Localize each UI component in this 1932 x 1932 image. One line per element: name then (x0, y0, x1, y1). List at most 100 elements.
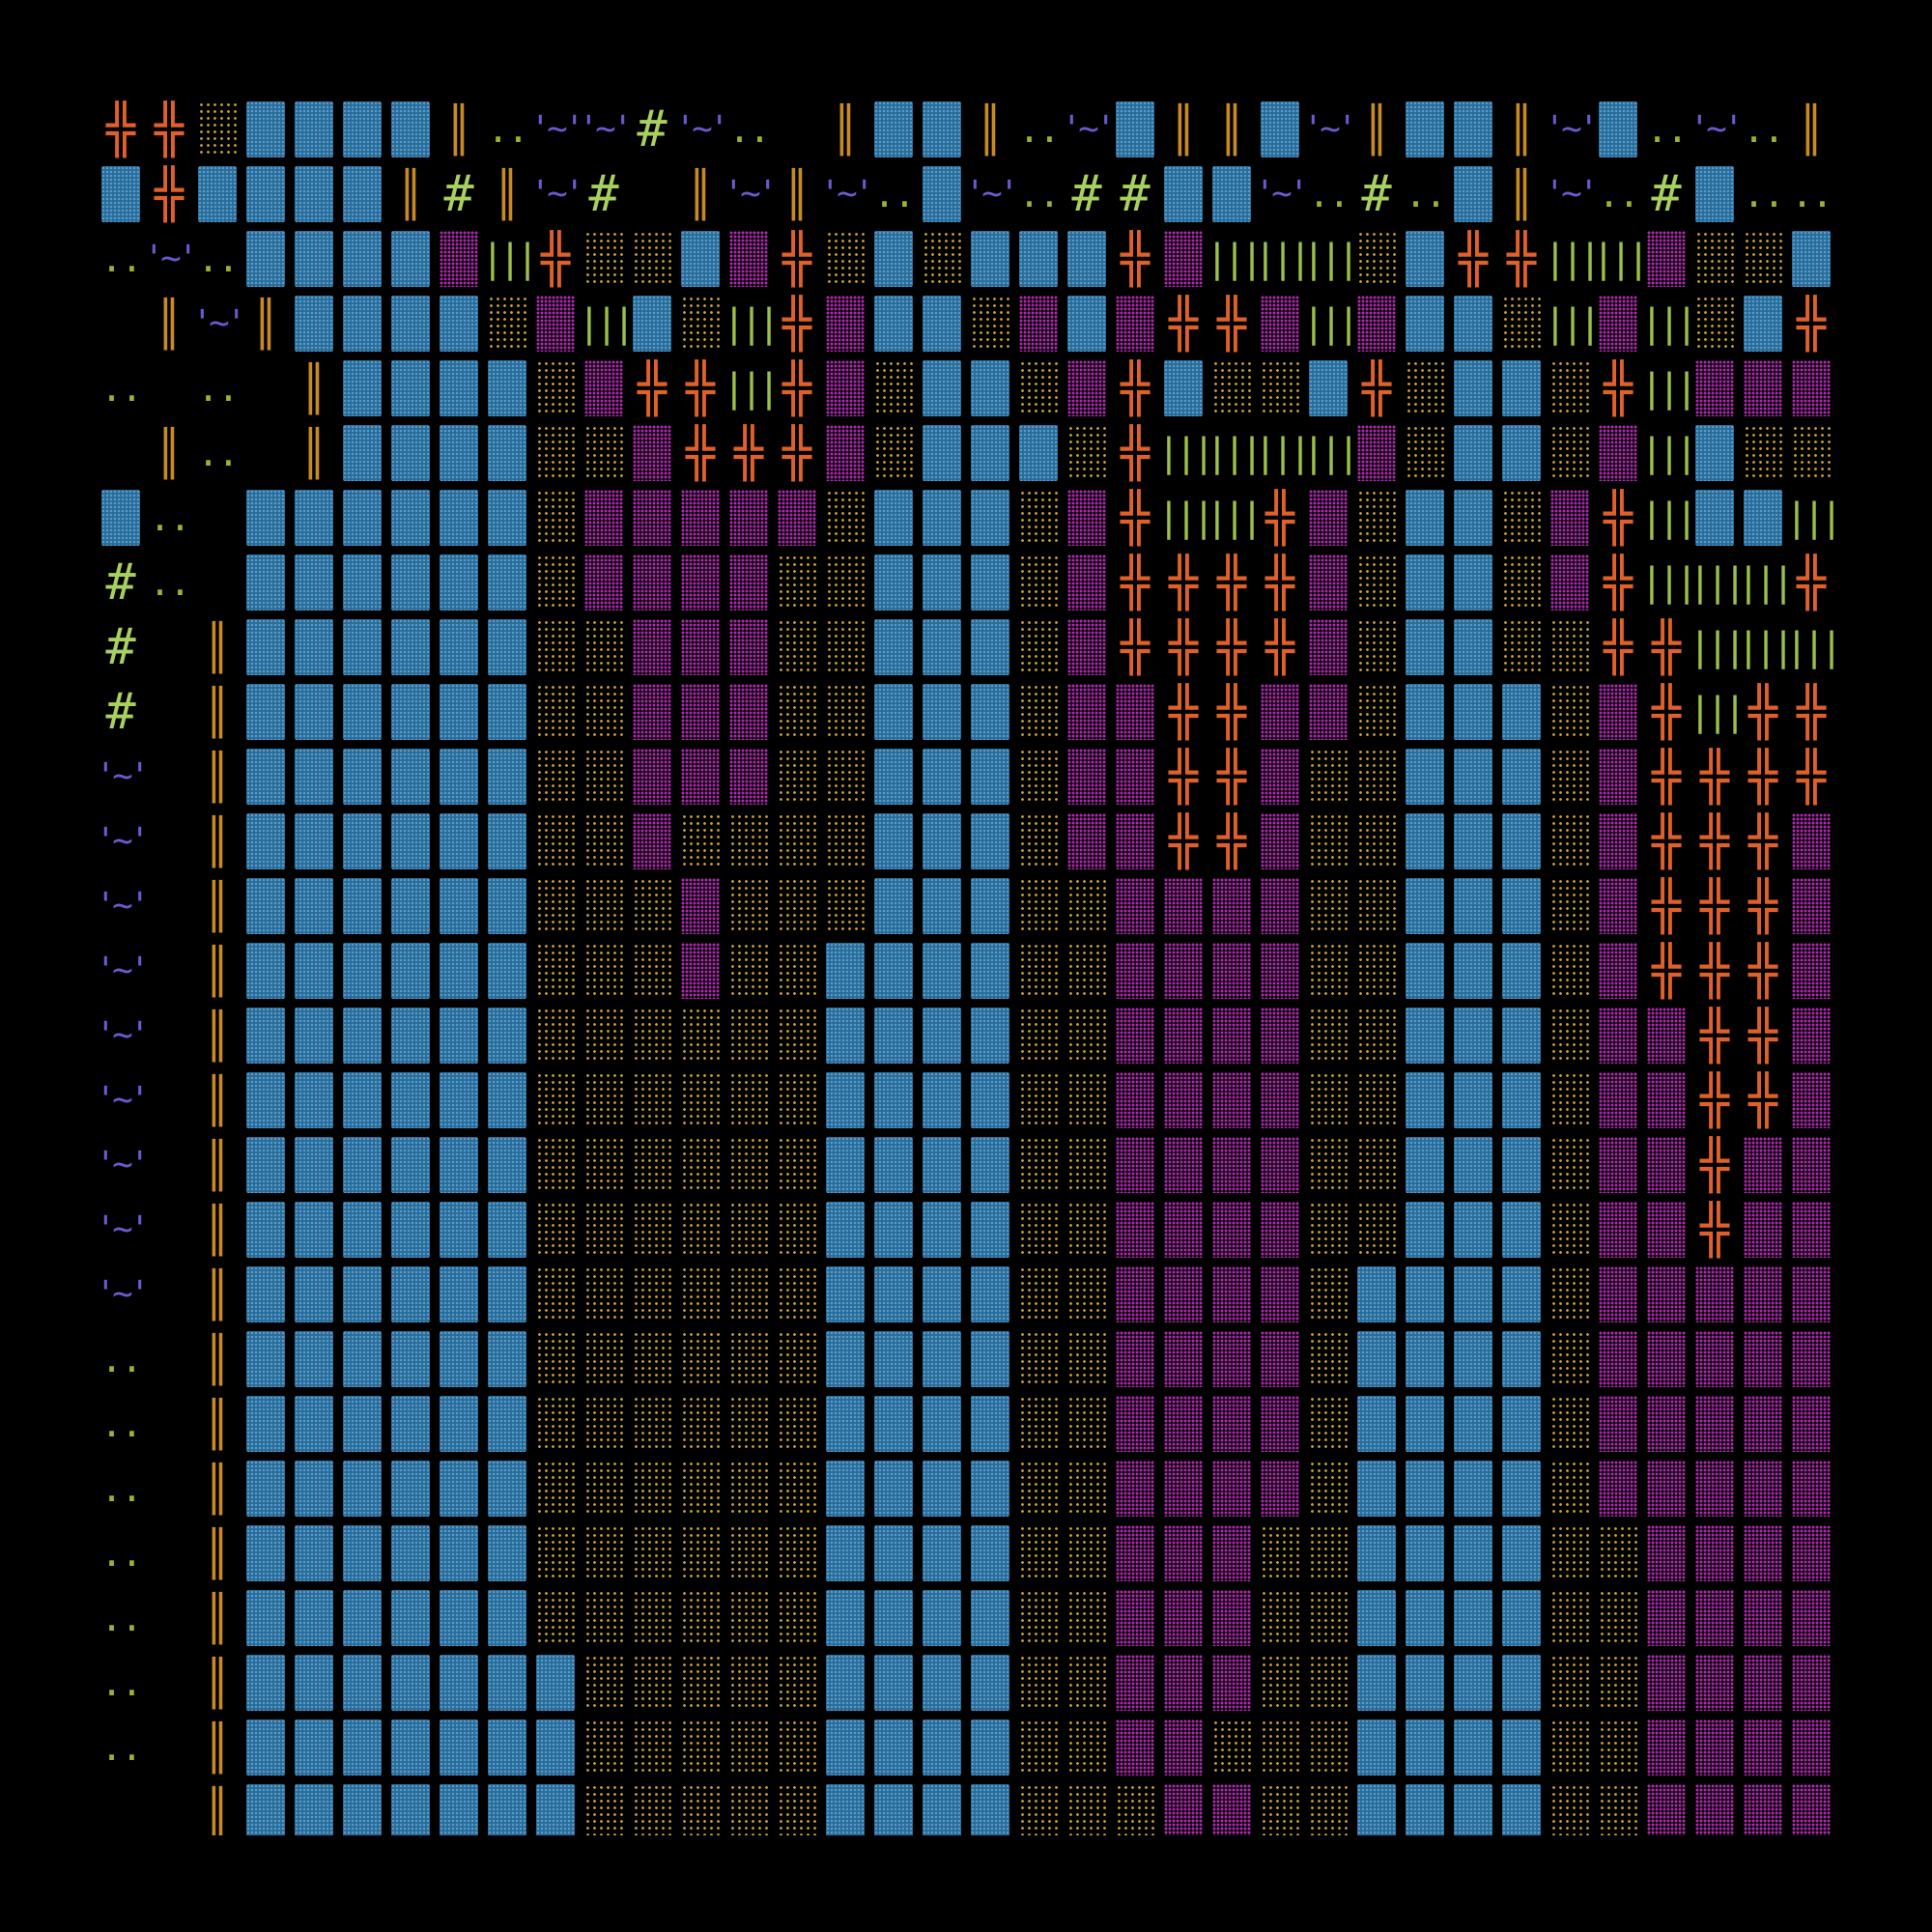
sand-glyph (1067, 1201, 1106, 1258)
lava-glyph: ╬ (1699, 1007, 1730, 1064)
deep-water-tile (1497, 1003, 1546, 1067)
dust-glyph: .. (1743, 107, 1785, 151)
magenta-floor-glyph (1116, 1136, 1154, 1193)
sand-tile (531, 1520, 580, 1585)
sand-glyph (729, 1136, 768, 1193)
deep-water-glyph (826, 1201, 865, 1258)
sand-tile (1063, 1391, 1111, 1456)
sand-tile (531, 938, 580, 1003)
wave-glyph: '~' (1689, 108, 1744, 149)
sand-glyph (778, 748, 816, 805)
lava-tile: ╬ (1594, 614, 1642, 679)
magenta-floor-glyph (1647, 1719, 1686, 1776)
deep-water-tile (1401, 226, 1449, 291)
deep-water-tile (869, 1456, 918, 1520)
empty-tile (145, 1715, 193, 1779)
deep-water-tile (1497, 420, 1546, 485)
deep-water-tile (869, 291, 918, 355)
magenta-floor-tile (1594, 873, 1642, 938)
magenta-floor-glyph (1116, 942, 1154, 999)
sand-tile (531, 550, 580, 614)
deep-water-glyph (1357, 1460, 1396, 1517)
deep-water-glyph (391, 100, 430, 157)
magenta-floor-tile (1256, 938, 1304, 1003)
deep-water-tile (1497, 1326, 1546, 1391)
hash-glyph: # (105, 682, 136, 741)
sand-tile (773, 1520, 821, 1585)
deep-water-tile (483, 1715, 531, 1779)
deep-water-glyph (1502, 1007, 1541, 1064)
wave-glyph: '~' (97, 755, 151, 796)
deep-water-glyph (488, 618, 526, 675)
sand-glyph (1357, 1071, 1396, 1128)
magenta-floor-tile (724, 550, 773, 614)
magenta-floor-tile (724, 614, 773, 679)
deep-water-glyph (1502, 1524, 1541, 1581)
deep-water-tile (918, 1197, 966, 1262)
magenta-floor-tile (1739, 1262, 1787, 1326)
deep-water-tile (338, 291, 386, 355)
sand-tile (724, 1715, 773, 1779)
sand-tile (1063, 420, 1111, 485)
magenta-floor-tile (1159, 1003, 1208, 1067)
deep-water-tile (918, 97, 966, 161)
magenta-floor-glyph (1647, 1007, 1686, 1064)
lava-glyph: ╬ (1603, 489, 1634, 546)
lava-glyph: ╬ (1747, 1007, 1778, 1064)
empty-tile (242, 355, 290, 420)
deep-water-glyph (391, 1460, 430, 1517)
deep-water-tile (290, 97, 338, 161)
sand-tile (580, 1132, 628, 1197)
magenta-floor-tile (1256, 744, 1304, 809)
pillar-tile: ║ (1497, 97, 1546, 161)
lava-glyph: ╬ (1361, 359, 1392, 416)
deep-water-tile (869, 550, 918, 614)
wave-glyph: '~' (143, 238, 198, 278)
pillar-glyph: ║ (1508, 167, 1535, 220)
empty-tile (628, 161, 676, 226)
deep-water-glyph (874, 1265, 913, 1322)
deep-water-tile (1401, 809, 1449, 873)
lava-tile: ╬ (1642, 614, 1690, 679)
sand-glyph (1550, 1589, 1589, 1646)
magenta-floor-glyph (1550, 489, 1589, 546)
deep-water-glyph (923, 1589, 961, 1646)
deep-water-glyph (1406, 812, 1444, 869)
sand-tile (483, 291, 531, 355)
hash-glyph: # (105, 617, 136, 676)
sand-glyph (1792, 424, 1831, 481)
magenta-floor-glyph (1212, 1524, 1251, 1581)
magenta-floor-tile (1208, 1456, 1256, 1520)
pillar-tile: ║ (193, 1585, 242, 1650)
deep-water-glyph (246, 618, 285, 675)
deep-water-tile (1739, 291, 1787, 355)
lava-glyph: ╬ (1747, 877, 1778, 934)
magenta-floor-tile (1111, 1197, 1159, 1262)
lava-tile: ╬ (1111, 226, 1159, 291)
deep-water-tile (821, 938, 869, 1003)
magenta-floor-glyph (1212, 1071, 1251, 1128)
lava-glyph: ╬ (1747, 683, 1778, 740)
deep-water-glyph (1357, 1395, 1396, 1452)
dust-glyph: .. (1743, 172, 1785, 215)
deep-water-tile (918, 1262, 966, 1326)
sand-glyph (1309, 1265, 1348, 1322)
sand-glyph (1019, 1783, 1058, 1835)
magenta-floor-glyph (1309, 554, 1348, 611)
game-map[interactable]: ╬ ╬ ║.. '~' '~' # '~'.. ║ ║.. '~' ║ ║ '~' ║ ║ '~'.. '~'.… (97, 97, 1835, 1835)
magenta-floor-glyph (1744, 1654, 1782, 1711)
sand-tile (966, 291, 1014, 355)
grass-glyph: ||| (1784, 624, 1835, 669)
lava-glyph: ╬ (1699, 748, 1730, 805)
sand-tile (1546, 1197, 1594, 1262)
pillar-tile: ║ (966, 97, 1014, 161)
deep-water-glyph (440, 1201, 478, 1258)
sand-glyph (681, 1524, 720, 1581)
sand-glyph (778, 1201, 816, 1258)
sand-tile (1546, 1262, 1594, 1326)
sand-glyph (1309, 1524, 1348, 1581)
magenta-floor-glyph (584, 359, 623, 416)
deep-water-glyph (488, 748, 526, 805)
sand-tile (1304, 873, 1352, 938)
deep-water-tile (242, 1520, 290, 1585)
